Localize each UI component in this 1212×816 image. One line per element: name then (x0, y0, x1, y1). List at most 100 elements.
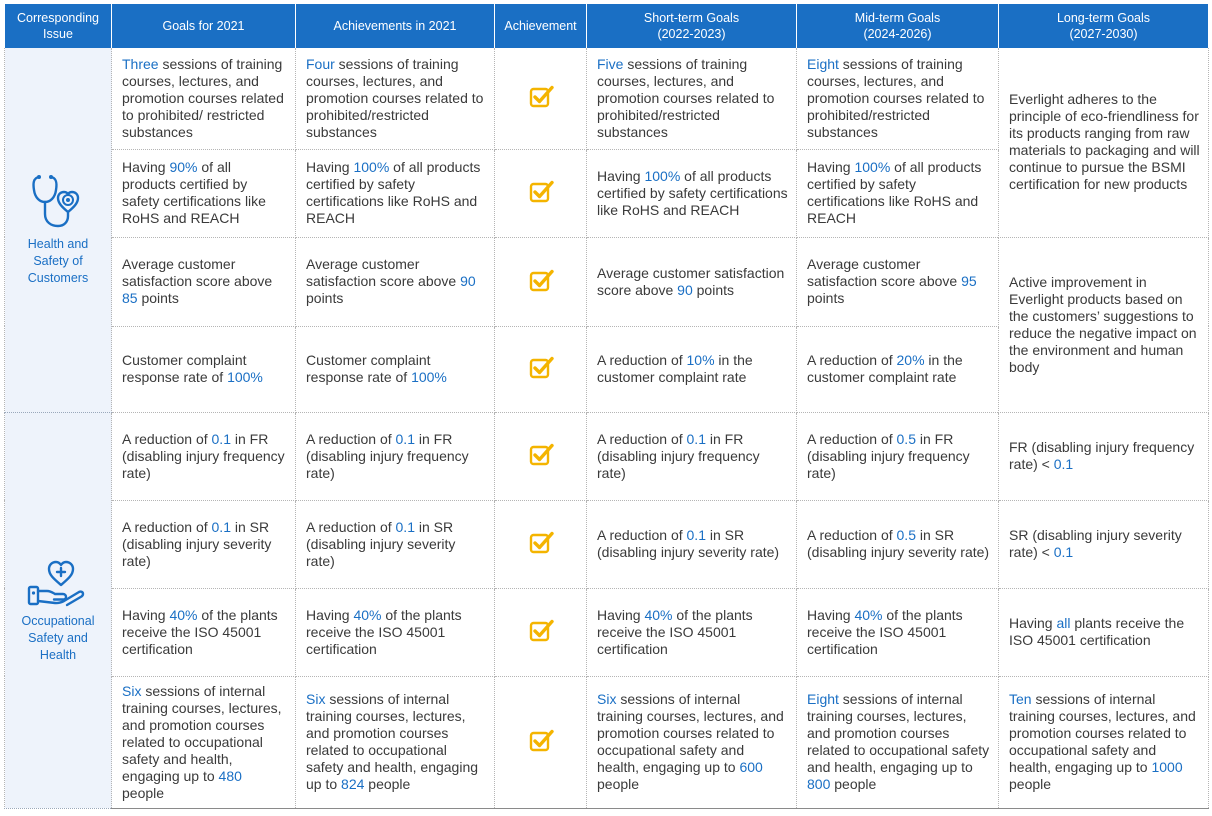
header-row: Corresponding Issue Goals for 2021 Achie… (4, 4, 1209, 48)
highlight-value: 100% (353, 159, 390, 175)
cell-text: in FR (disabling injury frequency rate) (122, 430, 285, 481)
cell-text: Active improvement in Everlight products… (1009, 273, 1197, 375)
long-term-goal-cell: SR (disabling injury severity rate) < 0.… (998, 500, 1209, 589)
table-row: Occupational Safety and Health A reducti… (4, 412, 1209, 809)
cell-text: points (692, 281, 734, 298)
highlight-value: 480 (218, 767, 242, 784)
cell-text: A reduction of (597, 527, 687, 543)
cell-text: in SR (disabling injury severity rate) (597, 527, 780, 560)
cell-text: Having (306, 159, 354, 175)
stethoscope-heart-icon (32, 175, 80, 228)
cell-text: Having (122, 606, 170, 623)
cell-text: Having (597, 167, 645, 184)
table-row: Six sessions of internal training course… (5, 676, 1209, 809)
highlight-value: 0.1 (395, 518, 415, 535)
highlight-value: 40% (644, 606, 673, 623)
cell-text: Average customer satisfaction score abov… (597, 264, 785, 298)
highlight-value: 0.1 (686, 430, 706, 447)
issue-label: Occupational Safety and Health (21, 613, 95, 662)
goal-2021-cell: Having 40% of the plants receive the ISO… (111, 588, 296, 677)
highlight-value: 90% (169, 159, 198, 175)
cell-text: A reduction of (597, 430, 687, 447)
highlight-value: Three (122, 55, 159, 72)
cell-text: Average customer satisfaction score abov… (807, 256, 962, 289)
header-short-term: Short-term Goals (2022-2023) (586, 4, 797, 48)
highlight-value: Six (597, 691, 617, 707)
achievement-2021-cell: Customer complaint response rate of 100% (295, 326, 495, 413)
highlight-value: 10% (686, 352, 715, 368)
cell-text: in SR (disabling injury severity rate) (122, 518, 272, 569)
short-term-goal-cell: Having 100% of all products certified by… (586, 149, 797, 238)
mid-term-goal-cell: Having 40% of the plants receive the ISO… (796, 588, 999, 677)
achievement-2021-cell: Four sessions of training courses, lectu… (295, 48, 495, 150)
checked-box-icon (528, 618, 554, 646)
mid-term-goal-cell: Average customer satisfaction score abov… (796, 237, 999, 327)
cell-text: sessions of internal training courses, l… (122, 682, 282, 784)
achievement-status-cell (494, 326, 587, 413)
cell-text: Average customer satisfaction score abov… (306, 256, 461, 289)
highlight-value: 0.1 (395, 430, 415, 447)
cell-text: Having (807, 606, 855, 623)
highlight-value: 0.1 (211, 518, 231, 535)
highlight-value: Six (306, 691, 326, 707)
achievement-status-cell (494, 676, 587, 809)
checked-box-icon (528, 442, 554, 470)
highlight-value: 0.1 (1053, 456, 1074, 472)
cell-text: points (807, 290, 845, 306)
long-term-goal-cell: FR (disabling injury frequency rate) < 0… (998, 412, 1209, 501)
cell-text: Customer complaint response rate of (306, 352, 431, 385)
highlight-value: Eight (807, 55, 839, 72)
mid-term-goal-cell: A reduction of 20% in the customer compl… (796, 326, 999, 413)
cell-text: sessions of training courses, lectures, … (306, 55, 484, 140)
table-row: A reduction of 0.1 in SR (disabling inju… (5, 500, 1209, 589)
cell-text: Having (122, 159, 170, 175)
cell-text: Having (597, 606, 645, 623)
cell-text: Average customer satisfaction score abov… (122, 256, 273, 289)
header-long-term-range: (2027-2030) (1069, 27, 1138, 41)
checked-box-icon (528, 530, 554, 558)
header-mid-term-range: (2024-2026) (863, 27, 932, 41)
cell-text: of all products certified by safety cert… (807, 159, 982, 226)
highlight-value: 1000 (1151, 759, 1183, 775)
goal-2021-cell: Customer complaint response rate of 100% (111, 326, 296, 413)
short-term-goal-cell: Having 40% of the plants receive the ISO… (586, 588, 797, 677)
header-corresponding-issue: Corresponding Issue (4, 4, 112, 48)
goal-2021-cell: Three sessions of training courses, lect… (111, 48, 296, 150)
header-achievements-2021: Achievements in 2021 (295, 4, 495, 48)
goal-2021-cell: Average customer satisfaction score abov… (111, 237, 296, 327)
table-row: Average customer satisfaction score abov… (5, 237, 1209, 413)
highlight-value: Six (122, 682, 142, 699)
highlight-value: 100% (227, 369, 263, 385)
checked-box-icon (528, 728, 554, 756)
checked-box-icon (528, 268, 554, 296)
highlight-value: 40% (353, 606, 382, 623)
cell-text: in FR (disabling injury frequency rate) (306, 430, 469, 481)
highlight-value: 100% (411, 369, 447, 385)
header-mid-term: Mid-term Goals (2024-2026) (796, 4, 999, 48)
table-row: Having 40% of the plants receive the ISO… (5, 588, 1209, 677)
highlight-value: Five (597, 55, 624, 72)
hand-heart-icon (27, 560, 85, 606)
highlight-value: 600 (739, 759, 763, 775)
highlight-value: 0.5 (896, 430, 916, 447)
table-row: Having 90% of all products certified by … (5, 149, 1209, 238)
cell-text: in FR (disabling injury frequency rate) (807, 430, 970, 481)
checked-box-icon (528, 355, 554, 383)
cell-text: sessions of internal training courses, l… (1009, 691, 1196, 775)
issue-label: Health and Safety of Customers (27, 237, 89, 286)
header-long-term: Long-term Goals (2027-2030) (998, 4, 1209, 48)
achievement-status-cell (494, 149, 587, 238)
short-term-goal-cell: Five sessions of training courses, lectu… (586, 48, 797, 150)
highlight-value: 90 (677, 281, 693, 298)
highlight-value: 40% (169, 606, 198, 623)
highlight-value: 85 (122, 290, 138, 306)
achievement-2021-cell: Six sessions of internal training course… (295, 676, 495, 809)
achievement-status-cell (494, 412, 587, 501)
cell-text: of all products certified by safety cert… (597, 167, 788, 218)
cell-text: sessions of internal training courses, l… (807, 691, 990, 775)
highlight-value: 0.1 (686, 527, 706, 543)
long-term-goal-cell: Active improvement in Everlight products… (998, 237, 1209, 413)
cell-text: FR (disabling injury frequency rate) < (1009, 439, 1195, 472)
cell-text: of the plants receive the ISO 45001 cert… (597, 606, 753, 657)
header-goals-2021: Goals for 2021 (111, 4, 296, 48)
